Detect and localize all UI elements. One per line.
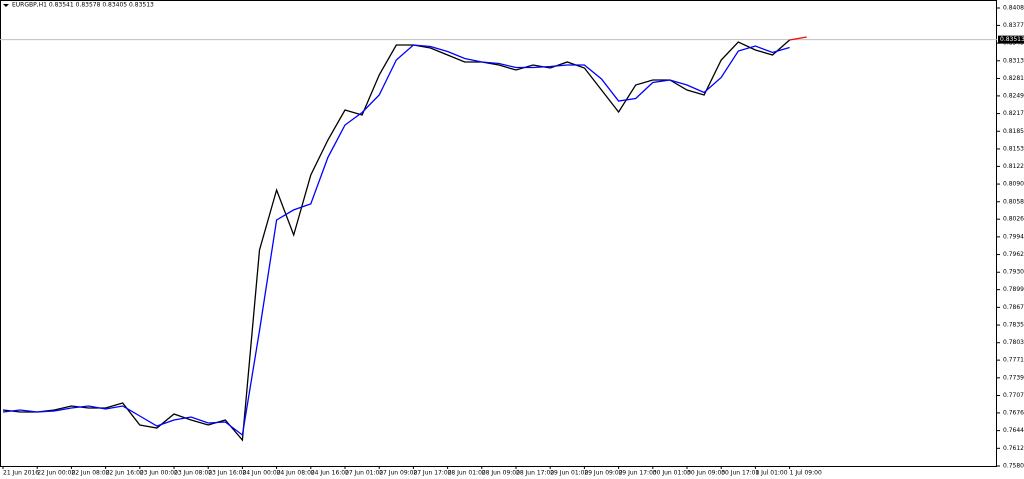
y-tick-label: 0.75800 — [1003, 463, 1024, 470]
x-tick-label: 30 Jun 17:00 — [721, 470, 759, 477]
x-tick-label: 29 Jun 09:00 — [584, 470, 622, 477]
x-tick-label: 24 Jun 08:00 — [277, 470, 315, 477]
x-tick-label: 27 Jun 09:00 — [379, 470, 417, 477]
y-tick-label: 0.79945 — [1003, 233, 1024, 240]
chart-title: EURGBP,H1 0.83541 0.83578 0.83405 0.8351… — [12, 2, 154, 9]
x-tick-label: 23 Jun 08:00 — [174, 470, 212, 477]
menu-triangle[interactable] — [3, 4, 9, 7]
x-tick-label: 23 Jun 16:00 — [208, 470, 246, 477]
x-tick-label: 29 Jun 17:00 — [619, 470, 657, 477]
y-tick-label: 0.77075 — [1003, 392, 1024, 399]
last-price-label: 0.83513 — [1000, 36, 1024, 43]
price-line — [789, 36, 807, 41]
y-tick-label: 0.82495 — [1003, 92, 1024, 99]
x-tick-label: 22 Jun 00:00 — [37, 470, 75, 477]
y-tick-label: 0.80265 — [1003, 216, 1024, 223]
x-tick-label: 1 Jul 01:00 — [755, 470, 787, 477]
y-tick-label: 0.77715 — [1003, 357, 1024, 364]
x-tick-label: 27 Jun 01:00 — [345, 470, 383, 477]
x-tick-label: 23 Jun 00:00 — [140, 470, 178, 477]
x-tick-label: 22 Jun 16:00 — [106, 470, 144, 477]
x-tick-label: 30 Jun 09:00 — [687, 470, 725, 477]
last-price-box — [998, 35, 1024, 44]
x-tick-label: 28 Jun 17:00 — [516, 470, 554, 477]
y-tick-label: 0.79305 — [1003, 269, 1024, 276]
x-tick-label: 24 Jun 16:00 — [311, 470, 349, 477]
y-tick-label: 0.82175 — [1003, 110, 1024, 117]
x-tick-label: 22 Jun 08:00 — [71, 470, 109, 477]
x-tick-label: 1 Jul 09:00 — [790, 470, 822, 477]
y-tick-label: 0.81855 — [1003, 128, 1024, 135]
x-tick-label: 28 Jun 09:00 — [482, 470, 520, 477]
y-tick-label: 0.81535 — [1003, 145, 1024, 152]
y-tick-label: 0.79625 — [1003, 251, 1024, 258]
price-line — [2, 44, 790, 437]
price-line — [2, 39, 791, 442]
x-tick-label: 30 Jun 01:00 — [653, 470, 691, 477]
x-tick-label: 28 Jun 01:00 — [448, 470, 486, 477]
x-tick-label: 29 Jun 01:00 — [550, 470, 588, 477]
x-tick-label: 24 Jun 00:00 — [242, 470, 280, 477]
x-tick-label: 21 Jun 2016 — [3, 470, 39, 477]
plot-frame — [0, 0, 997, 467]
x-tick-label: 27 Jun 17:00 — [413, 470, 451, 477]
y-tick-label: 0.84085 — [1003, 5, 1024, 12]
y-tick-label: 0.77395 — [1003, 374, 1024, 381]
